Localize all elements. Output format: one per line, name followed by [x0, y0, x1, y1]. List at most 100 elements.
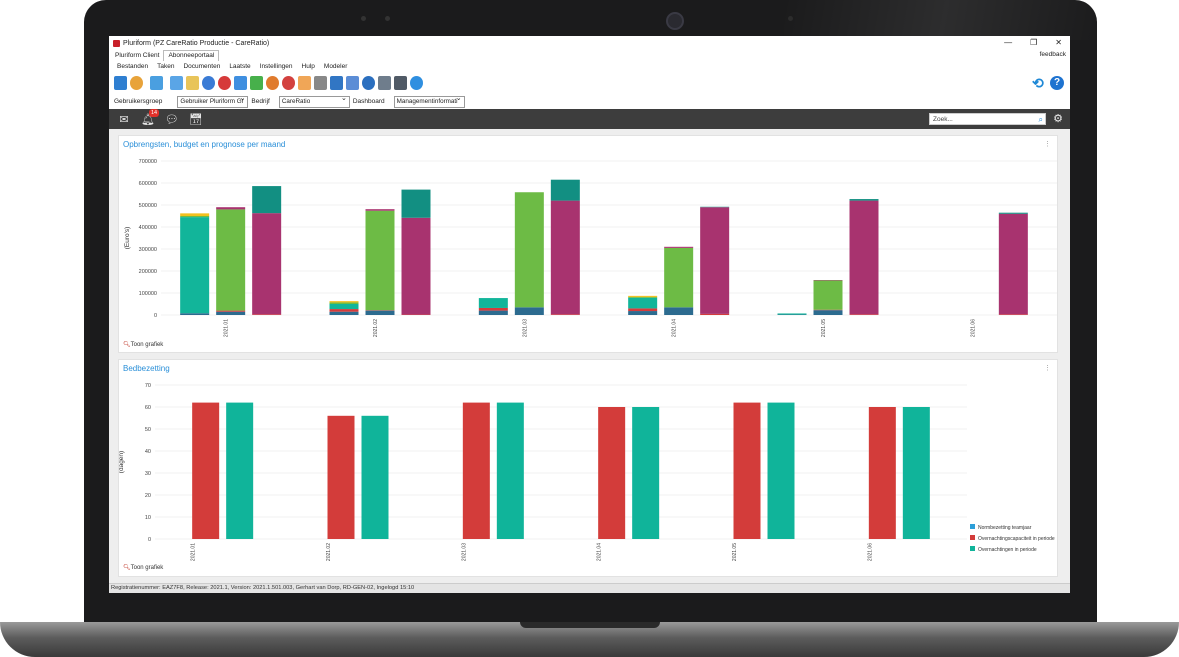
refresh-icon[interactable]: ⟲ [1032, 75, 1044, 91]
menu-taken[interactable]: Taken [157, 63, 175, 70]
users-icon[interactable] [130, 76, 143, 90]
bar-segment [514, 192, 544, 308]
y-tick-label: 60 [145, 405, 151, 411]
bar-segment [550, 314, 580, 315]
minimize-button[interactable]: — [1004, 38, 1013, 47]
bar-segment [998, 212, 1028, 214]
bed-occupancy-panel: Bedbezetting ⋮ 0 10 20 30 40 50 60 70 (dagen) 202… [118, 359, 1058, 577]
lock-icon[interactable] [346, 76, 359, 90]
x-tick-label: 2021.02 [373, 319, 379, 337]
phone-icon[interactable] [114, 76, 127, 90]
bar-segment [550, 179, 580, 201]
tab-pluriform-client[interactable]: Pluriform Client [115, 52, 160, 59]
menu-laatste[interactable]: Laatste [229, 63, 251, 70]
bar-segment [401, 189, 431, 218]
bed-occupancy-title: Bedbezetting [123, 364, 170, 373]
toon-grafiek-link[interactable]: 🔍︎Toon grafiek [123, 564, 163, 571]
bedrijf-select[interactable]: CareRatio [278, 95, 350, 108]
panel-menu-icon[interactable]: ⋮ [1044, 141, 1051, 148]
bar-segment [180, 216, 210, 218]
menu-hulp[interactable]: Hulp [301, 63, 315, 70]
mail-icon[interactable]: ✉ [119, 113, 129, 126]
bar [327, 415, 355, 539]
calendar-icon[interactable]: 📅︎ [189, 113, 203, 126]
bar-segment [252, 213, 282, 315]
palette-icon[interactable] [266, 76, 279, 90]
dashboard-select[interactable]: Managementinformati [393, 95, 465, 108]
bar-segment [252, 314, 282, 315]
plus-icon[interactable] [250, 76, 263, 90]
gebruikersgroep-select[interactable]: Gebruiker Pluriform Gr [177, 95, 249, 108]
bell-icon[interactable]: 🔔︎ 14 [141, 108, 160, 126]
y-tick-label: 700000 [139, 159, 157, 165]
grid-icon[interactable] [394, 76, 407, 90]
legend-swatch [970, 524, 975, 529]
bar-segment [700, 313, 730, 315]
sensor-dot [361, 16, 366, 21]
menu-modeler[interactable]: Modeler [323, 63, 348, 70]
bar-segment [628, 308, 658, 312]
feedback-link[interactable]: feedback [1039, 51, 1066, 58]
bar-segment [180, 217, 210, 314]
molecule-icon[interactable] [282, 76, 295, 90]
tab-bar: Pluriform Client Abonneeportaal feedback [109, 50, 1070, 61]
gebruikersgroep-label: Gebruikersgroep [114, 98, 163, 105]
search-input[interactable]: Zoek... ⌕ [929, 113, 1046, 125]
globe-icon[interactable] [410, 76, 423, 90]
legend-label: Overnachtingen in periode [978, 547, 1037, 553]
y-tick-label: 10 [145, 515, 151, 521]
bar-segment [998, 314, 1028, 315]
bar-segment [216, 311, 246, 315]
rings-icon[interactable] [202, 76, 215, 90]
stamp-icon[interactable] [314, 76, 327, 90]
filter-bar: Gebruikersgroep Gebruiker Pluriform Gr B… [109, 94, 1070, 109]
x-tick-label: 2021.01 [224, 319, 230, 337]
folder-info-icon[interactable] [186, 76, 199, 90]
y-tick-label: 400000 [139, 225, 157, 231]
y-tick-label: 0 [154, 313, 157, 319]
toon-grafiek-link[interactable]: 🔍︎Toon grafiek [123, 341, 163, 348]
x-tick-label: 2021.04 [672, 319, 678, 337]
x-tick-label: 2021.06 [867, 543, 873, 561]
menu-documenten[interactable]: Documenten [183, 63, 221, 70]
book-icon[interactable] [170, 76, 183, 90]
restore-button[interactable]: ❐ [1030, 38, 1038, 47]
box-icon[interactable] [234, 76, 247, 90]
gear-icon[interactable]: ⚙ [1053, 113, 1063, 125]
person-icon[interactable] [298, 76, 311, 90]
bar-segment [401, 217, 431, 315]
tab-abonneeportaal[interactable]: Abonneeportaal [163, 50, 220, 61]
y-axis-label: (Euro's) [124, 227, 131, 250]
stethoscope-icon[interactable] [362, 76, 375, 90]
x-tick-label: 2021.03 [461, 543, 467, 561]
bar-segment [216, 310, 246, 312]
title-bar: Pluriform (PZ CareRatio Productie - Care… [109, 36, 1070, 50]
server-icon[interactable] [330, 76, 343, 90]
bedrijf-label: Bedrijf [251, 98, 270, 105]
revenue-chart-title: Opbrengsten, budget en prognose per maan… [123, 140, 286, 149]
bar-segment [365, 210, 395, 311]
revenue-chart-panel: Opbrengsten, budget en prognose per maan… [118, 135, 1058, 353]
search-icon[interactable]: ⌕ [1038, 115, 1043, 124]
table-icon[interactable] [150, 76, 163, 90]
bar-segment [813, 310, 843, 315]
menu-instellingen[interactable]: Instellingen [259, 63, 293, 70]
magnifier-icon: 🔍︎ [123, 565, 131, 571]
list-icon[interactable] [378, 76, 391, 90]
menu-bestanden[interactable]: Bestanden [117, 63, 149, 70]
revenue-chart: 0 100000 200000 300000 400000 500000 600000 700… [124, 159, 1057, 337]
close-button[interactable]: ✕ [1055, 38, 1062, 47]
chat-icon[interactable]: 💬︎ [165, 113, 179, 126]
panel-menu-icon[interactable]: ⋮ [1044, 365, 1051, 372]
app-screen: Pluriform (PZ CareRatio Productie - Care… [109, 36, 1070, 593]
lifebuoy-icon[interactable] [218, 76, 231, 90]
lid-shine [784, 0, 1104, 40]
bar [192, 402, 220, 539]
y-tick-label: 50 [145, 427, 151, 433]
help-icon[interactable]: ? [1050, 76, 1064, 90]
bar-segment [628, 295, 658, 297]
window-title: Pluriform (PZ CareRatio Productie - Care… [123, 39, 270, 47]
y-tick-label: 200000 [139, 269, 157, 275]
bar [361, 415, 389, 539]
bar-segment [216, 209, 246, 311]
